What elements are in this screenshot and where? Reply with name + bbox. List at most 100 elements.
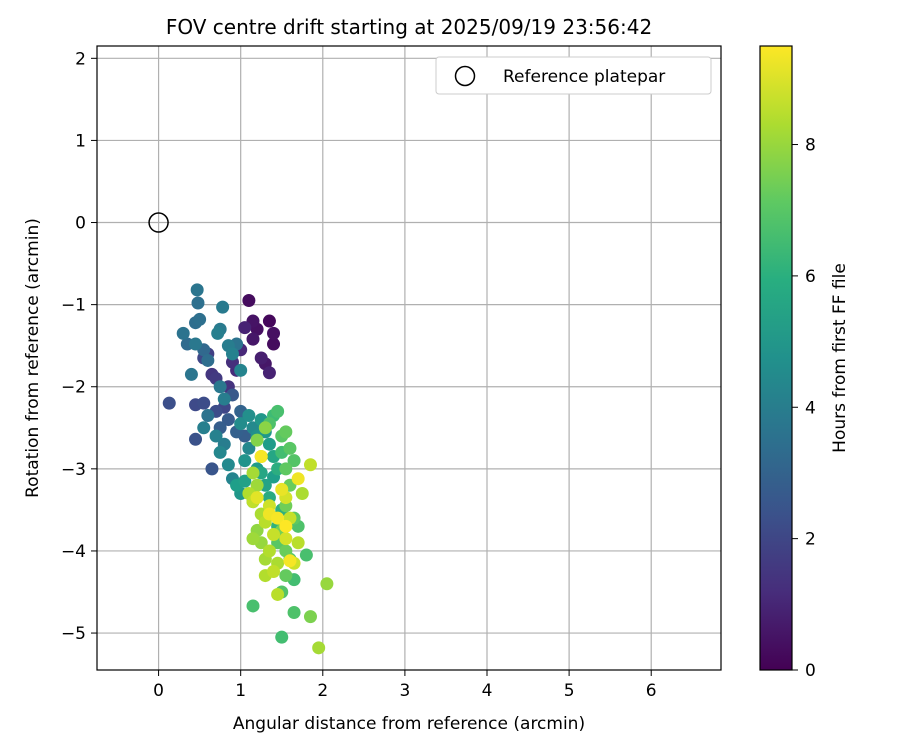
data-point <box>254 351 268 365</box>
data-point <box>303 458 317 472</box>
chart-title: FOV centre drift starting at 2025/09/19 … <box>166 15 652 39</box>
data-point <box>246 332 260 346</box>
colorbar-ticks: 0 2 4 6 8 <box>792 136 816 681</box>
data-point <box>267 326 281 340</box>
data-point <box>189 337 203 351</box>
colorbar-tick-label: 8 <box>805 136 816 156</box>
data-point <box>201 353 215 367</box>
y-tick-label: 1 <box>75 131 86 151</box>
data-point <box>291 472 305 486</box>
data-point <box>287 606 301 620</box>
data-point <box>279 532 293 546</box>
y-tick-label: −4 <box>61 542 86 562</box>
data-point <box>205 462 219 476</box>
data-point <box>271 404 285 418</box>
data-point <box>303 610 317 624</box>
data-point <box>275 630 289 644</box>
data-point <box>211 326 225 340</box>
colorbar-tick-label: 4 <box>805 398 816 418</box>
data-point <box>312 641 326 655</box>
y-axis-ticks: −5 −4 −3 −2 −1 0 1 2 <box>61 49 97 644</box>
data-point <box>267 564 281 578</box>
data-point <box>162 396 176 410</box>
y-tick-label: 2 <box>75 49 86 69</box>
x-axis-ticks: 0 1 2 3 4 5 6 <box>153 670 657 701</box>
data-point <box>213 445 227 459</box>
x-tick-label: 0 <box>153 681 164 701</box>
y-tick-label: 0 <box>75 214 86 234</box>
data-point <box>238 454 252 468</box>
legend-box <box>435 56 712 95</box>
data-point <box>267 337 281 351</box>
data-point <box>262 544 276 558</box>
data-point <box>287 454 301 468</box>
data-point <box>193 312 207 326</box>
colorbar-tick-label: 2 <box>805 530 816 550</box>
data-point <box>262 314 276 328</box>
colorbar-tick-label: 0 <box>805 661 816 681</box>
data-point <box>320 577 334 591</box>
x-tick-label: 4 <box>482 681 493 701</box>
data-point <box>275 482 289 496</box>
data-point <box>191 296 205 310</box>
data-point <box>213 380 227 394</box>
data-point <box>225 347 239 361</box>
legend-reference-icon <box>454 65 476 87</box>
y-axis-label: Rotation from reference (arcmin) <box>23 218 43 498</box>
data-point <box>271 587 285 601</box>
plot-frame <box>96 45 722 671</box>
colorbar-tick-label: 6 <box>805 267 816 287</box>
colorbar-gradient <box>759 45 793 671</box>
data-point <box>279 519 293 533</box>
data-point <box>267 528 281 542</box>
data-point <box>197 396 211 410</box>
data-point <box>190 283 204 297</box>
data-point <box>221 413 235 427</box>
data-point <box>295 486 309 500</box>
data-point <box>246 532 260 546</box>
data-point <box>283 554 297 568</box>
data-point <box>209 429 223 443</box>
data-point <box>246 599 260 613</box>
data-point <box>262 437 276 451</box>
grid-lines <box>97 46 721 670</box>
data-point <box>279 569 293 583</box>
data-point <box>184 367 198 381</box>
legend-reference-label: Reference platepar <box>503 67 665 87</box>
y-tick-label: −5 <box>61 624 86 644</box>
data-point <box>250 478 264 492</box>
data-point <box>254 450 268 464</box>
x-tick-label: 6 <box>646 681 657 701</box>
data-point <box>176 326 190 340</box>
x-tick-label: 2 <box>317 681 328 701</box>
x-axis-label: Angular distance from reference (arcmin) <box>233 714 585 734</box>
data-point <box>262 366 276 380</box>
data-point <box>234 417 248 431</box>
data-point <box>189 432 203 446</box>
y-tick-label: −2 <box>61 378 86 398</box>
data-point <box>238 474 252 488</box>
data-point <box>279 462 293 476</box>
colorbar-label: Hours from first FF file <box>830 263 850 453</box>
scatter-points <box>162 283 334 655</box>
data-point <box>299 548 313 562</box>
reference-platepar-marker <box>148 212 169 233</box>
x-tick-label: 5 <box>564 681 575 701</box>
data-point <box>201 408 215 422</box>
data-point <box>197 421 211 435</box>
y-tick-label: −3 <box>61 460 86 480</box>
data-point <box>238 321 252 335</box>
x-tick-label: 3 <box>399 681 410 701</box>
data-point <box>242 294 256 308</box>
data-point <box>250 433 264 447</box>
data-point <box>217 392 231 406</box>
data-point <box>242 441 256 455</box>
y-tick-label: −1 <box>61 296 86 316</box>
x-tick-label: 1 <box>235 681 246 701</box>
data-point <box>221 458 235 472</box>
data-point <box>234 363 248 377</box>
data-point <box>258 421 272 435</box>
data-point <box>283 441 297 455</box>
data-point <box>250 491 264 505</box>
